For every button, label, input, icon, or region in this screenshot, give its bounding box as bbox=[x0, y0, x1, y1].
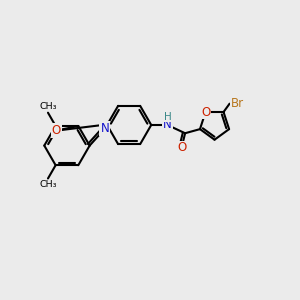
Text: O: O bbox=[52, 124, 61, 137]
Text: N: N bbox=[163, 118, 172, 131]
Text: CH₃: CH₃ bbox=[39, 102, 57, 111]
Text: H: H bbox=[164, 112, 172, 122]
Text: O: O bbox=[177, 142, 186, 154]
Text: Br: Br bbox=[231, 97, 244, 110]
Text: N: N bbox=[100, 122, 109, 135]
Text: CH₃: CH₃ bbox=[39, 180, 57, 189]
Text: O: O bbox=[201, 106, 210, 118]
